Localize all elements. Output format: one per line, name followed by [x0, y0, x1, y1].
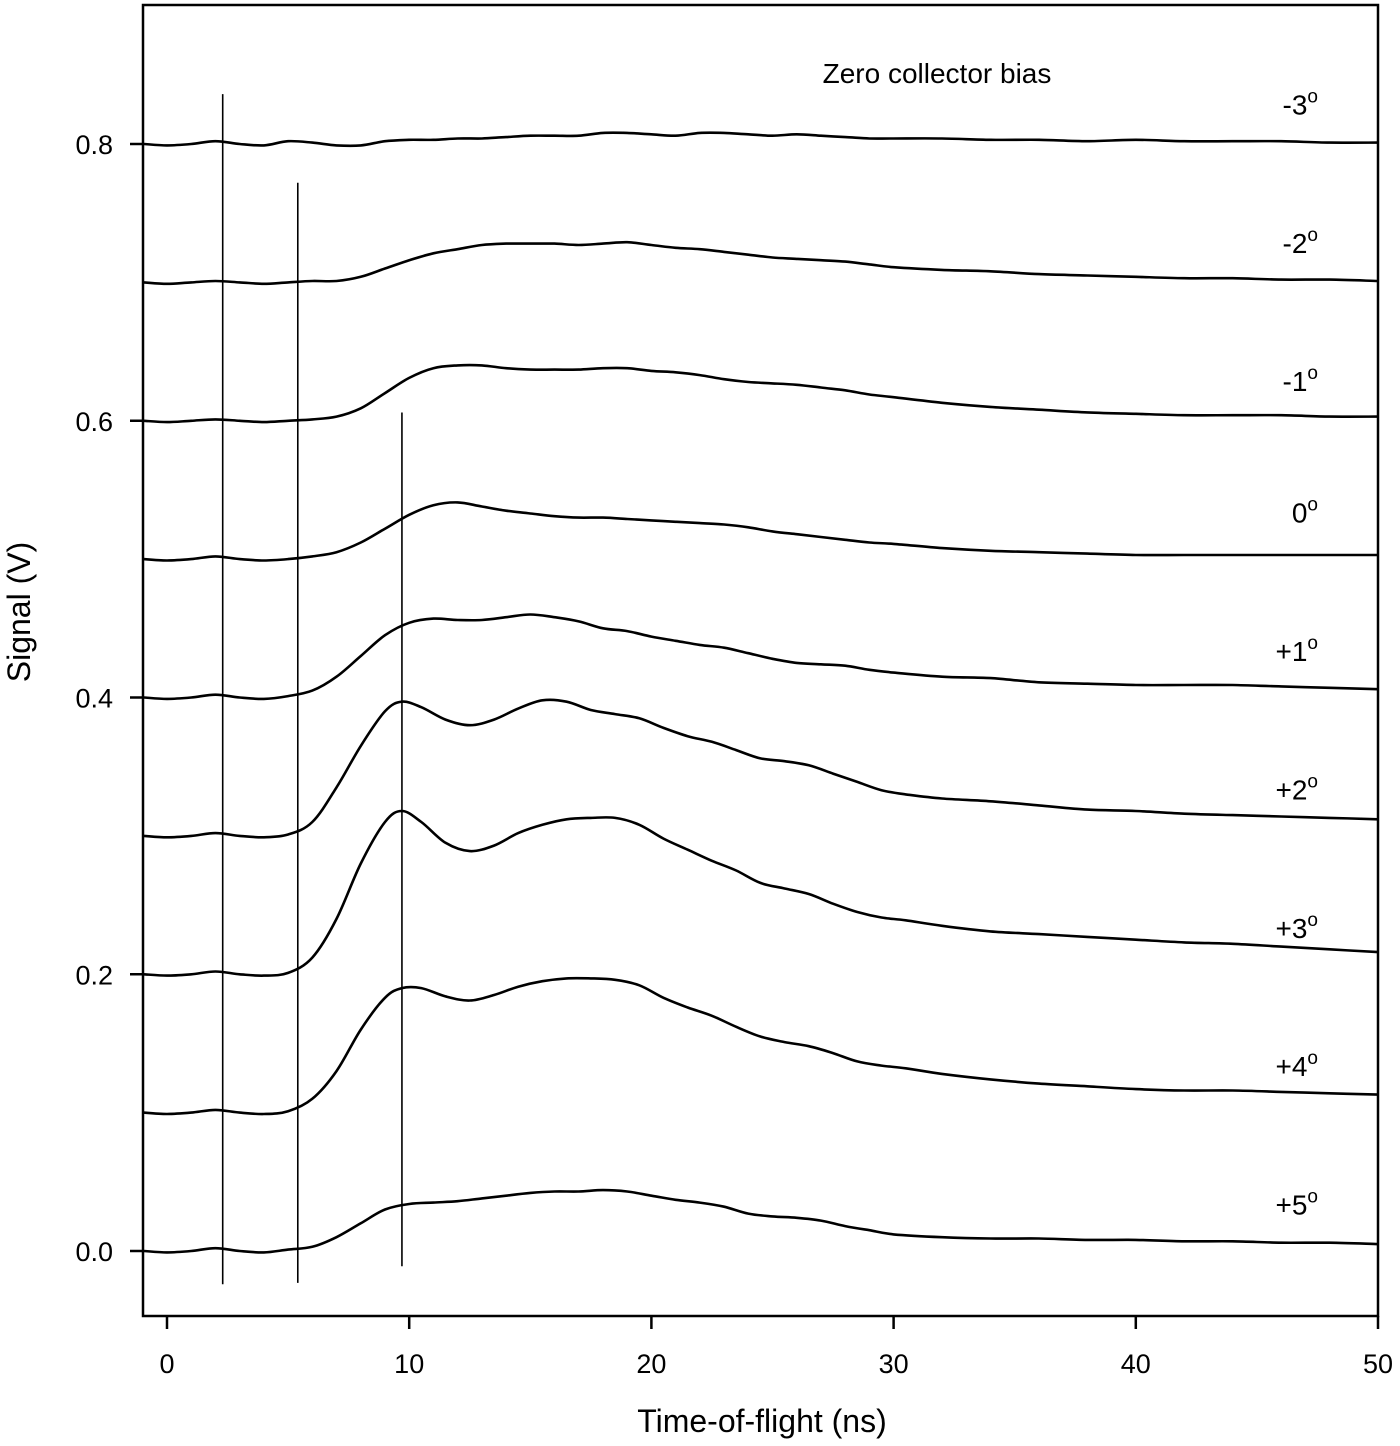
y-axis-title: Signal (V) [1, 542, 37, 683]
signal-curve [143, 976, 1379, 1116]
series-label: -2o [1283, 225, 1318, 259]
signal-curve [143, 1188, 1379, 1254]
x-axis-title: Time-of-flight (ns) [637, 1403, 887, 1439]
x-tick-label: 0 [159, 1349, 174, 1379]
plot-frame [141, 3, 1380, 1318]
y-tick-label: 0.0 [75, 1237, 113, 1267]
series-label: +2o [1275, 771, 1318, 805]
x-axis: 0 10 20 30 40 50 [159, 1316, 1393, 1379]
y-tick-label: 0.8 [75, 130, 113, 160]
series-label: -1o [1283, 363, 1318, 397]
series-label: 0o [1292, 495, 1318, 529]
y-tick-label: 0.6 [75, 407, 113, 437]
signal-curve [143, 613, 1379, 701]
signal-curve [143, 363, 1379, 424]
x-tick-label: 10 [394, 1349, 424, 1379]
signal-curve [143, 809, 1379, 977]
x-tick-label: 50 [1363, 1349, 1393, 1379]
plot-area-border [141, 3, 1380, 1318]
series-label: -3o [1283, 86, 1318, 120]
x-tick-label: 40 [1121, 1349, 1151, 1379]
series-label: +1o [1275, 633, 1318, 667]
signal-curve [143, 501, 1378, 562]
series-angle-labels: -3o -2o -1o 0o +1o +2o +3o +4o +5o [1275, 86, 1318, 1220]
y-axis: 0.0 0.2 0.4 0.6 0.8 [75, 130, 143, 1267]
x-tick-label: 30 [879, 1349, 909, 1379]
signal-curve [143, 240, 1379, 286]
y-tick-label: 0.4 [75, 684, 113, 714]
signal-curve [143, 698, 1379, 839]
series-label: +5o [1275, 1187, 1318, 1221]
vertical-marker-lines [221, 94, 403, 1285]
signal-curves [143, 131, 1379, 1254]
signal-curve [143, 131, 1379, 148]
series-label: +4o [1275, 1048, 1318, 1082]
series-label: +3o [1275, 910, 1318, 944]
y-tick-label: 0.2 [75, 960, 113, 990]
x-tick-label: 20 [636, 1349, 666, 1379]
annotation-zero-collector-bias: Zero collector bias [823, 58, 1052, 89]
